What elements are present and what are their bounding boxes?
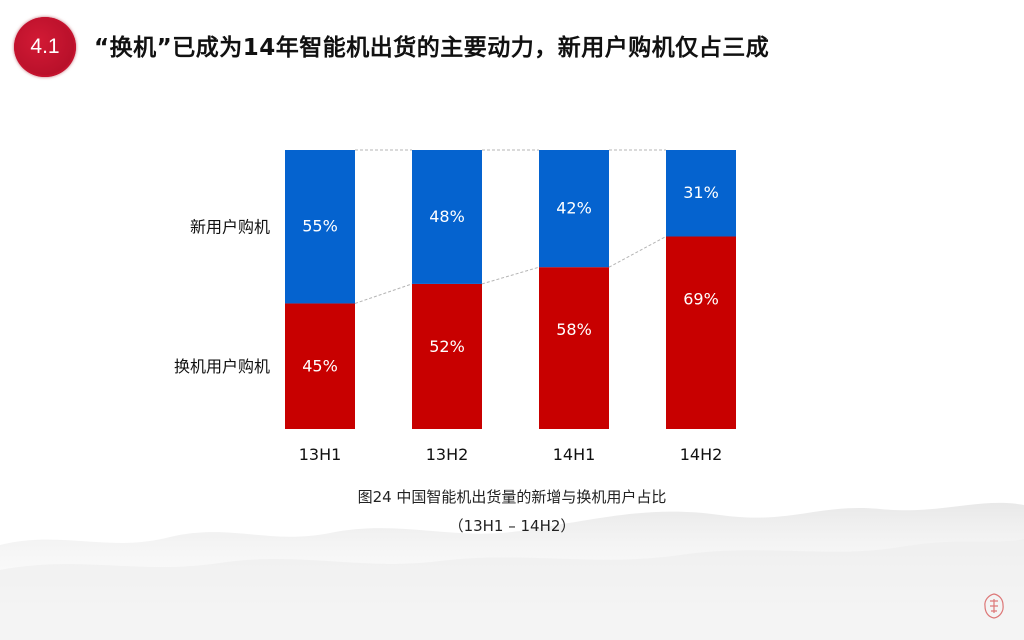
category-label-13H2: 13H2 xyxy=(426,445,469,464)
value-label-replacement-13H1: 45% xyxy=(302,356,338,375)
series-label-replacement: 换机用户购机 xyxy=(174,357,270,376)
bars xyxy=(285,150,736,429)
section-badge: 4.1 xyxy=(14,17,76,77)
connector-split-1 xyxy=(481,266,540,285)
category-labels: 13H1 13H2 14H1 14H2 xyxy=(299,445,723,464)
value-label-replacement-14H2: 69% xyxy=(683,289,719,308)
bar-new-user-13H1 xyxy=(285,150,355,304)
connector-lines xyxy=(354,149,667,304)
series-label-new-user: 新用户购机 xyxy=(190,218,270,237)
section-number: 4.1 xyxy=(30,35,60,58)
value-labels: 45% 55% 52% 48% 58% 42% 69% 31% xyxy=(302,183,719,375)
connector-split-0 xyxy=(354,283,413,304)
value-label-replacement-13H2: 52% xyxy=(429,337,465,356)
bar-new-user-14H2 xyxy=(666,150,736,237)
category-label-14H1: 14H1 xyxy=(553,445,596,464)
background-mountains xyxy=(0,502,1024,640)
page-title: “换机”已成为14年智能机出货的主要动力，新用户购机仅占三成 xyxy=(94,35,770,61)
bar-new-user-13H2 xyxy=(412,150,482,284)
value-label-new-user-14H2: 31% xyxy=(683,183,719,202)
category-label-13H1: 13H1 xyxy=(299,445,342,464)
connector-split-2 xyxy=(608,236,667,268)
bar-replacement-13H1 xyxy=(285,303,355,429)
bar-replacement-14H2 xyxy=(666,236,736,429)
value-label-new-user-14H1: 42% xyxy=(556,199,592,218)
chart-caption: 图24 中国智能机出货量的新增与换机用户占比 xyxy=(357,488,667,506)
value-label-new-user-13H1: 55% xyxy=(302,217,338,236)
category-label-14H2: 14H2 xyxy=(680,445,723,464)
value-label-new-user-13H2: 48% xyxy=(429,207,465,226)
bar-replacement-13H2 xyxy=(412,283,482,429)
chart-caption-range: （13H1 – 14H2） xyxy=(448,517,576,535)
value-label-replacement-14H1: 58% xyxy=(556,320,592,339)
bar-new-user-14H1 xyxy=(539,150,609,268)
seal-stamp-icon xyxy=(984,593,1004,619)
bar-replacement-14H1 xyxy=(539,267,609,429)
